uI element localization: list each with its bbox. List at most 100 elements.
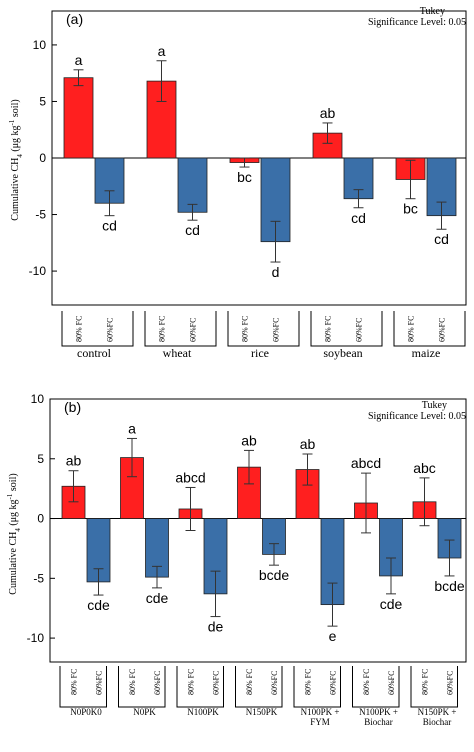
category-label: N100PK + — [301, 707, 340, 717]
significance-letter: cd — [185, 222, 200, 238]
category-label: N150PK — [246, 707, 278, 717]
condition-label: 80% FC — [241, 316, 250, 342]
y-axis-label-part: 4 — [16, 154, 24, 158]
category-label: FYM — [310, 717, 330, 727]
y-axis-label-part: soil) — [8, 473, 19, 493]
bar — [426, 157, 457, 217]
panel-label: (a) — [66, 11, 83, 27]
significance-letter: e — [329, 628, 337, 644]
y-tick-label: 0 — [37, 512, 44, 526]
group-bracket — [352, 666, 400, 708]
condition-label: 60%FC — [329, 671, 338, 695]
significance-letter: a — [75, 52, 83, 68]
y-tick-label: 0 — [39, 151, 46, 165]
category-label: maize — [412, 346, 441, 360]
y-tick-label: -5 — [33, 571, 44, 585]
category-label: N0P0K0 — [70, 707, 102, 717]
y-tick-label: -10 — [27, 631, 45, 645]
y-axis-label: Cumulative CH4 (μg kg-1 soil) — [6, 473, 22, 594]
y-axis-label-part: Cumulative CH — [10, 158, 21, 221]
condition-label: 60%FC — [153, 671, 162, 695]
significance-letter: ab — [241, 432, 257, 448]
condition-label: 80% FC — [158, 316, 167, 342]
significance-letter: cd — [102, 218, 117, 234]
y-axis-label-part: -1 — [8, 119, 16, 125]
y-tick-label: 5 — [37, 452, 44, 466]
condition-label: 60%FC — [95, 671, 104, 695]
panel-label: (b) — [64, 399, 81, 415]
plot-frame — [49, 398, 467, 663]
y-tick-label: 5 — [39, 94, 46, 108]
significance-letter: cde — [380, 596, 403, 612]
category-label: N150PK + — [418, 707, 457, 717]
significance-letter: ab — [320, 105, 336, 121]
significance-letter: cde — [146, 590, 169, 606]
category-label: soybean — [323, 346, 362, 360]
significance-letter: abcd — [351, 455, 381, 471]
condition-label: 60%FC — [106, 318, 115, 342]
significance-letter: d — [272, 264, 280, 280]
category-label: N100PK + — [359, 707, 398, 717]
y-axis-label-part: Cumulative CH — [8, 532, 19, 595]
condition-label: 60%FC — [212, 671, 221, 695]
significance-letter: abcd — [175, 469, 205, 485]
significance-letter: bcde — [434, 578, 465, 594]
panel-b: -10 -5 0 5 10 Cumulative CH4 (μg kg-1 soil) (b… — [6, 392, 467, 727]
category-label: rice — [251, 346, 269, 360]
condition-label: 80% FC — [362, 669, 371, 695]
significance-letter: bcde — [259, 567, 290, 583]
condition-label: 80% FC — [128, 669, 137, 695]
group-bracket — [235, 666, 283, 708]
condition-label: 80% FC — [187, 669, 196, 695]
group-bracket — [176, 666, 224, 708]
group-bracket — [293, 666, 341, 708]
condition-label: 80% FC — [304, 669, 313, 695]
condition-label: 80% FC — [324, 316, 333, 342]
category-label: control — [77, 346, 112, 360]
condition-label: 60%FC — [446, 671, 455, 695]
condition-label: 80% FC — [70, 669, 79, 695]
significance-level: Significance Level: 0.05 — [368, 17, 466, 28]
y-tick-label: 10 — [31, 392, 45, 406]
significance-level: Significance Level: 0.05 — [368, 411, 466, 422]
condition-label: 60%FC — [438, 318, 447, 342]
bar — [63, 77, 94, 159]
condition-label: 60%FC — [355, 318, 364, 342]
significance-letter: abc — [413, 460, 436, 476]
category-label: Biochar — [423, 717, 452, 727]
group-bracket — [227, 311, 300, 347]
group-bracket — [59, 666, 107, 708]
y-tick-label: 10 — [33, 38, 47, 52]
condition-label: 60%FC — [272, 318, 281, 342]
bar — [177, 157, 208, 213]
y-tick-label: -10 — [29, 264, 47, 278]
group-bracket — [144, 311, 217, 347]
panel-a: -10 -5 0 5 10 Cumulative CH4 (μg kg-1 soil) (a… — [8, 6, 467, 360]
significance-letter: ab — [300, 436, 316, 452]
significance-letter: a — [128, 420, 136, 436]
condition-label: 60%FC — [189, 318, 198, 342]
significance-letter: bc — [403, 201, 418, 217]
significance-letter: cde — [87, 597, 110, 613]
condition-label: 80% FC — [245, 669, 254, 695]
group-bracket — [393, 311, 466, 347]
significance-letter: cd — [351, 210, 366, 226]
condition-label: 80% FC — [407, 316, 416, 342]
y-axis-label-part: 4 — [14, 528, 22, 532]
significance-letter: a — [158, 43, 166, 59]
test-name: Tukey — [422, 400, 447, 411]
y-axis-label-part: (μg kg — [10, 125, 21, 154]
condition-label: 60%FC — [387, 671, 396, 695]
condition-label: 80% FC — [75, 316, 84, 342]
condition-label: 80% FC — [421, 669, 430, 695]
category-label: Biochar — [364, 717, 393, 727]
significance-letter: bc — [237, 169, 252, 185]
y-axis-label-part: soil) — [10, 99, 21, 119]
category-label: N0PK — [133, 707, 156, 717]
y-axis-label-part: -1 — [6, 493, 14, 499]
group-bracket — [118, 666, 166, 708]
condition-label: 60%FC — [270, 671, 279, 695]
test-name: Tukey — [420, 6, 445, 17]
